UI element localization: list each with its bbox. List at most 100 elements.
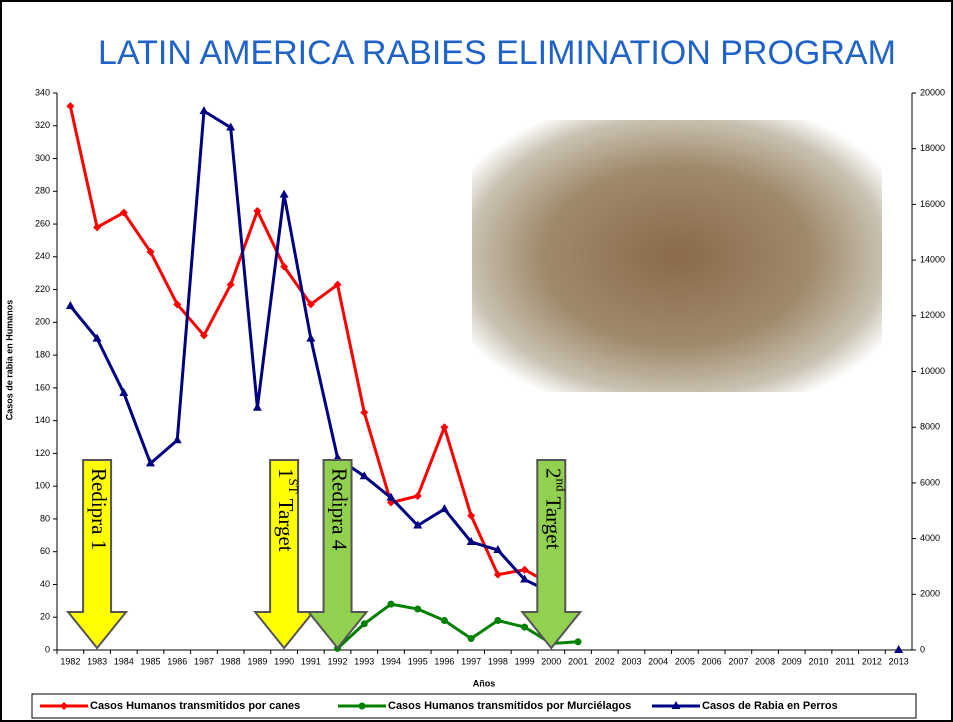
x-tick-label: 2001 (568, 656, 588, 666)
x-tick-label: 1996 (434, 656, 454, 666)
point (493, 545, 503, 554)
y2-tick-label: 6000 (920, 477, 940, 487)
y-tick-label: 0 (45, 644, 50, 654)
point (226, 280, 235, 289)
point (494, 617, 502, 625)
y-tick-label: 340 (35, 87, 50, 97)
x-tick-label: 1987 (194, 656, 214, 666)
arrow-label-number: 2 (541, 468, 565, 479)
point (119, 387, 129, 396)
y2-tick-label: 20000 (920, 87, 945, 97)
x-tick-label: 1982 (60, 656, 80, 666)
y-tick-label: 160 (35, 382, 50, 392)
legend: Casos Humanos transmitidos por canes Caso… (40, 700, 838, 712)
point (306, 300, 315, 309)
point (387, 600, 395, 608)
y-tick-label: 40 (40, 579, 50, 589)
x-tick-label: 1992 (328, 656, 348, 666)
arrow-label-text: Target (274, 499, 298, 552)
point (119, 208, 128, 217)
x-tick-label: 2008 (755, 656, 775, 666)
point (358, 702, 366, 710)
y2-tick-label: 8000 (920, 422, 940, 432)
legend-label: Casos Humanos transmitidos por canes (90, 700, 300, 712)
point (199, 331, 208, 340)
point (520, 565, 529, 574)
annotations: Redipra 1 1ST Target Redipra 4 2nd Target (65, 459, 583, 650)
series-line (336, 602, 579, 650)
y-tick-label: 260 (35, 218, 50, 228)
x-tick-label: 2010 (808, 656, 828, 666)
arrow-label: 2nd Target (541, 468, 568, 550)
arrow-label-superscript: nd (553, 479, 568, 493)
point (65, 301, 75, 310)
point (413, 492, 422, 501)
point (146, 247, 155, 256)
arrow-label: Redipra 4 (328, 468, 352, 551)
photo (472, 120, 882, 392)
y-tick-label: 180 (35, 349, 50, 359)
y-tick-label: 140 (35, 415, 50, 425)
plot: 0204060801001201401601802002202402602803… (35, 87, 945, 666)
legend-box (31, 693, 917, 719)
arrow (253, 459, 316, 650)
x-tick-label: 1988 (221, 656, 241, 666)
x-tick-label: 2012 (862, 656, 882, 666)
point (280, 262, 289, 271)
point (467, 511, 476, 520)
y2-tick-label: 2000 (920, 589, 940, 599)
point (493, 570, 502, 579)
y2-tick-label: 16000 (920, 199, 945, 209)
x-tick-label: 1993 (354, 656, 374, 666)
y-tick-label: 300 (35, 153, 50, 163)
point (440, 423, 449, 432)
arrow-label-superscript: ST (286, 479, 301, 494)
x-tick-label: 1994 (381, 656, 401, 666)
point (574, 638, 582, 646)
y-tick-label: 80 (40, 513, 50, 523)
x-tick-label: 2013 (889, 656, 909, 666)
y-tick-label: 200 (35, 317, 50, 327)
point (146, 458, 156, 467)
x-tick-label: 2003 (621, 656, 641, 666)
arrow (306, 459, 369, 650)
arrow-label: 1ST Target (274, 468, 301, 552)
arrow-label: Redipra 1 (87, 468, 111, 550)
x-tick-label: 1995 (408, 656, 428, 666)
x-axis-title: Años (473, 678, 496, 688)
x-tick-label: 2002 (595, 656, 615, 666)
point (386, 492, 396, 501)
arrow-label-text: Redipra 4 (328, 468, 352, 551)
point (92, 333, 102, 342)
x-tick-label: 1990 (274, 656, 294, 666)
y2-tick-label: 12000 (920, 310, 945, 320)
point (252, 402, 262, 411)
y2-tick-label: 18000 (920, 143, 945, 153)
x-tick-label: 2006 (702, 656, 722, 666)
point (359, 471, 369, 480)
point (66, 102, 75, 111)
x-tick-label: 1983 (87, 656, 107, 666)
x-tick-label: 2000 (541, 656, 561, 666)
x-tick-label: 2004 (648, 656, 668, 666)
point (253, 206, 262, 215)
point (439, 504, 449, 513)
x-tick-label: 2009 (782, 656, 802, 666)
y-tick-label: 220 (35, 284, 50, 294)
point (414, 605, 422, 613)
y-tick-label: 280 (35, 186, 50, 196)
arrow-label-number: 1 (274, 468, 298, 479)
point (226, 122, 236, 131)
point (279, 189, 289, 198)
point (894, 645, 904, 653)
legend-label: Casos Humanos transmitidos por Murciélag… (388, 700, 631, 712)
point (333, 280, 342, 289)
arrow-label-text: Target (541, 497, 565, 550)
y2-tick-label: 14000 (920, 254, 945, 264)
x-tick-label: 1991 (301, 656, 321, 666)
point (173, 300, 182, 309)
x-tick-label: 1989 (247, 656, 267, 666)
point (467, 635, 475, 643)
x-tick-label: 1985 (141, 656, 161, 666)
